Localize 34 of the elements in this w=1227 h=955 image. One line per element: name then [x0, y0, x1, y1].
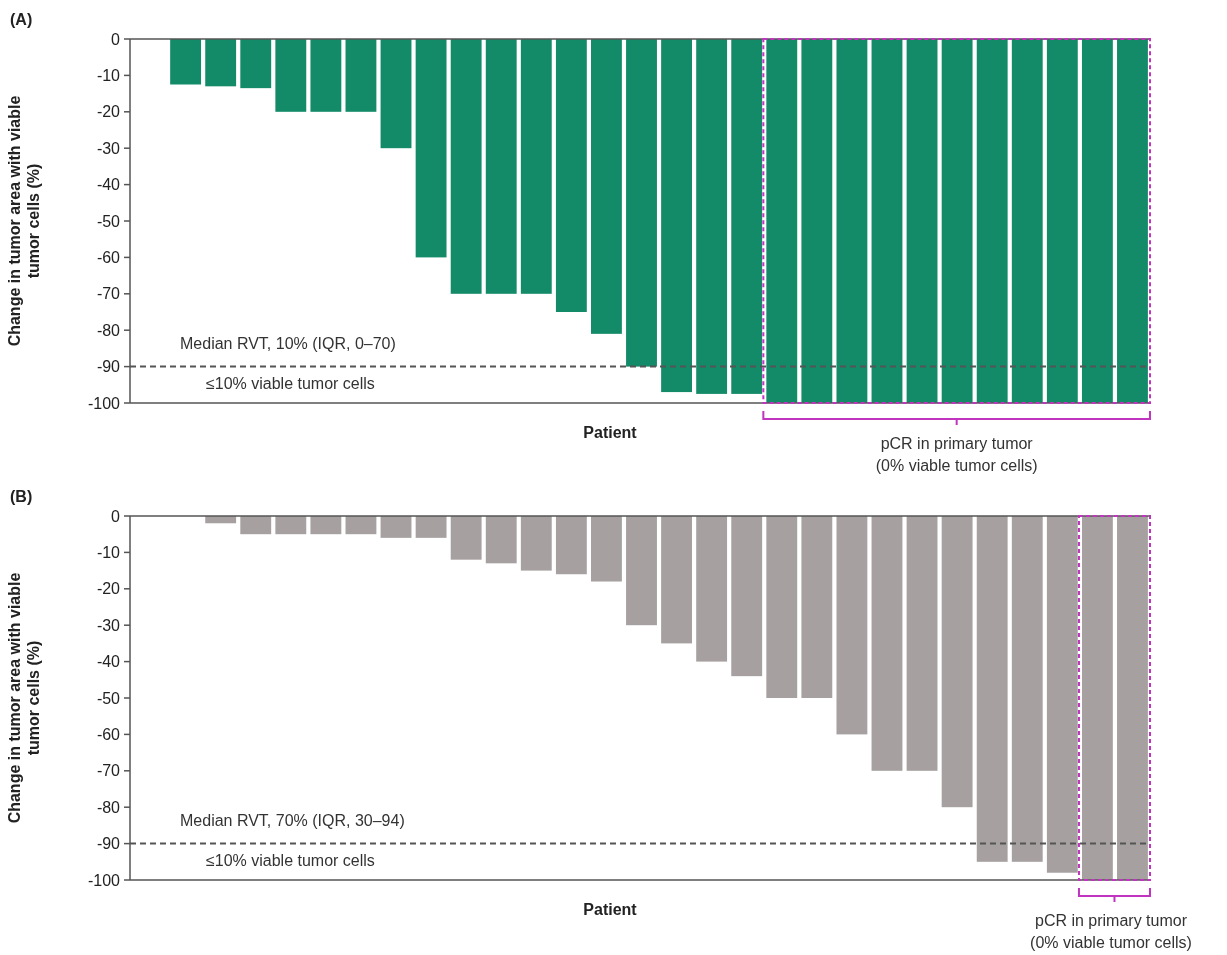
- y-tick-label: -20: [96, 580, 121, 598]
- chart-title: (A): [10, 11, 33, 28]
- annotation: Median RVT, 10% (IQR, 0–70): [180, 334, 396, 352]
- y-tick-label: -10: [96, 67, 121, 84]
- y-tick-label: 0: [111, 30, 121, 48]
- y-tick-label: -40: [96, 653, 121, 671]
- x-axis-title: Patient: [583, 424, 638, 441]
- y-tick-label: -100: [87, 394, 121, 412]
- y-tick-label: -70: [96, 762, 121, 780]
- x-axis-title: Patient: [583, 901, 638, 918]
- y-axis-title: Change in tumor area with viable tumor cells (%): [6, 95, 43, 347]
- y-tick-label: -80: [96, 798, 121, 816]
- text: pCR in primary tumor (0% viable tumor cells): [1030, 912, 1192, 951]
- y-tick-label: -30: [96, 616, 121, 634]
- annotation: Median RVT, 70% (IQR, 30–94): [180, 811, 405, 829]
- chart-title: (B): [10, 488, 33, 505]
- y-tick-label: -10: [96, 544, 121, 561]
- y-tick-label: -60: [96, 726, 121, 743]
- y-tick-label: -90: [96, 358, 121, 376]
- y-tick-label: -70: [96, 285, 121, 303]
- y-tick-label: -100: [87, 871, 121, 889]
- y-tick-label: -40: [96, 176, 121, 194]
- y-tick-label: -60: [96, 249, 121, 266]
- y-tick-label: -50: [96, 689, 121, 707]
- ref-line-label: ≤10% viable tumor cells: [206, 851, 375, 869]
- text: pCR in primary tumor (0% viable tumor cells): [875, 435, 1038, 474]
- y-tick-label: -90: [96, 835, 121, 853]
- ref-line-label: ≤10% viable tumor cells: [206, 374, 375, 392]
- y-tick-label: -20: [96, 103, 121, 121]
- y-tick-label: -50: [96, 212, 121, 230]
- y-axis-title: Change in tumor area with viable tumor cells (%): [6, 572, 43, 824]
- y-tick-label: -30: [96, 139, 121, 157]
- y-tick-label: -80: [96, 321, 121, 339]
- y-tick-label: 0: [111, 507, 121, 525]
